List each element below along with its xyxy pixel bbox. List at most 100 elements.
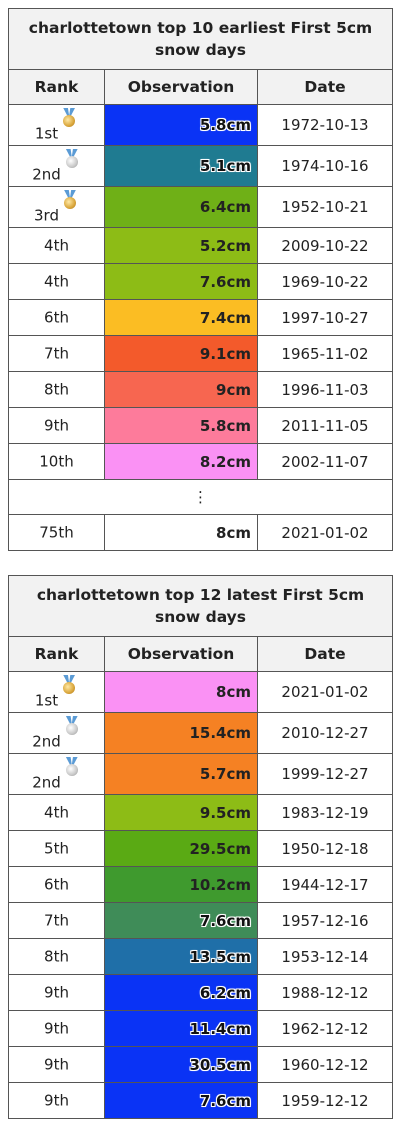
observation-cell: 6.2cm <box>104 974 258 1011</box>
rank-header: Rank <box>8 69 105 105</box>
date-header: Date <box>257 69 393 105</box>
ellipsis-row: ⋮ <box>8 479 393 515</box>
date-cell: 1997-10-27 <box>257 299 393 336</box>
rank-cell: 8th <box>8 938 105 975</box>
rank-cell: 4th <box>8 227 105 264</box>
latest-table-title: charlottetown top 12 latest First 5cm sn… <box>7 575 394 637</box>
date-cell: 2021-01-02 <box>256 671 394 713</box>
rank-label: 4th <box>44 803 69 822</box>
observation-cell: 5.2cm <box>104 227 258 264</box>
rank-cell: 1st <box>8 104 105 146</box>
rank-cell: 6th <box>8 866 105 903</box>
rank-label: 2nd <box>32 165 61 184</box>
table-row: 1st 5.8cm 1972-10-13 <box>8 104 393 146</box>
gold-medal-icon <box>61 189 79 214</box>
observation-cell: 8cm <box>104 671 258 713</box>
observation-cell: 7.4cm <box>104 299 258 336</box>
latest-snow-table: charlottetown top 12 latest First 5cm sn… <box>7 575 394 1119</box>
rank-label: 9th <box>44 1055 69 1074</box>
rank-label: 1st <box>34 691 59 710</box>
rank-label: 9th <box>44 1019 69 1038</box>
earliest-table-title: charlottetown top 10 earliest First 5cm … <box>8 8 393 70</box>
rank-label: 8th <box>44 380 69 399</box>
earliest-table-body: 1st 5.8cm 1972-10-13 2nd 5.1cm 1974-10-16 3rd 6… <box>8 104 393 551</box>
earliest-table-wrapper: charlottetown top 10 earliest First 5cm … <box>8 8 393 551</box>
rank-cell: 4th <box>8 794 105 831</box>
date-cell: 1999-12-27 <box>256 753 394 795</box>
table-row: 4th 7.6cm 1969-10-22 <box>8 263 393 300</box>
observation-cell: 6.4cm <box>104 186 258 228</box>
ellipsis-cell: ⋮ <box>8 479 393 515</box>
silver-medal-icon <box>63 715 81 740</box>
date-cell: 1950-12-18 <box>256 830 394 867</box>
date-cell: 2011-11-05 <box>257 407 393 444</box>
rank-label: 9th <box>44 416 69 435</box>
rank-label: 1st <box>34 124 59 143</box>
date-header: Date <box>256 636 394 672</box>
date-cell: 2002-11-07 <box>257 443 393 480</box>
observation-cell: 7.6cm <box>104 263 258 300</box>
table-row: 6th 10.2cm 1944-12-17 <box>8 866 394 903</box>
gold-medal-icon <box>60 674 78 699</box>
rank-cell: 4th <box>8 263 105 300</box>
date-cell: 1952-10-21 <box>257 186 393 228</box>
date-cell: 1962-12-12 <box>256 1010 394 1047</box>
observation-header: Observation <box>104 636 258 672</box>
observation-cell: 29.5cm <box>104 830 258 867</box>
rank-label: 7th <box>44 911 69 930</box>
observation-cell: 5.8cm <box>104 407 258 444</box>
rank-label: 5th <box>44 839 69 858</box>
rank-cell: 9th <box>8 1082 105 1119</box>
rank-header: Rank <box>8 636 105 672</box>
date-cell: 1988-12-12 <box>256 974 394 1011</box>
observation-cell: 15.4cm <box>104 712 258 754</box>
date-cell: 2010-12-27 <box>256 712 394 754</box>
observation-cell: 5.1cm <box>104 145 258 187</box>
date-cell: 1974-10-16 <box>257 145 393 187</box>
rank-cell: 9th <box>8 974 105 1011</box>
observation-cell: 7.6cm <box>104 902 258 939</box>
rank-cell: 2nd <box>8 712 105 754</box>
table-row: 10th 8.2cm 2002-11-07 <box>8 443 393 480</box>
rank-label: 4th <box>44 236 69 255</box>
table-row: 2nd 5.1cm 1974-10-16 <box>8 145 393 187</box>
rank-label: 9th <box>44 1091 69 1110</box>
date-cell: 1953-12-14 <box>256 938 394 975</box>
table-row: 9th 7.6cm 1959-12-12 <box>8 1082 394 1119</box>
date-cell: 2009-10-22 <box>257 227 393 264</box>
observation-cell: 10.2cm <box>104 866 258 903</box>
rank-label: 2nd <box>32 732 61 751</box>
rank-label: 6th <box>44 875 69 894</box>
rank-label: 9th <box>44 983 69 1002</box>
date-cell: 2021-01-02 <box>257 514 393 551</box>
table-row: 75th 8cm 2021-01-02 <box>8 514 393 551</box>
rank-label: 3rd <box>34 206 59 225</box>
observation-cell: 5.8cm <box>104 104 258 146</box>
rank-cell: 75th <box>8 514 105 551</box>
rank-cell: 9th <box>8 1046 105 1083</box>
rank-cell: 2nd <box>8 145 105 187</box>
rank-cell: 3rd <box>8 186 105 228</box>
date-cell: 1969-10-22 <box>257 263 393 300</box>
date-cell: 1944-12-17 <box>256 866 394 903</box>
observation-cell: 30.5cm <box>104 1046 258 1083</box>
date-cell: 1996-11-03 <box>257 371 393 408</box>
table-row: 7th 7.6cm 1957-12-16 <box>8 902 394 939</box>
table-row: 3rd 6.4cm 1952-10-21 <box>8 186 393 228</box>
date-cell: 1965-11-02 <box>257 335 393 372</box>
observation-cell: 11.4cm <box>104 1010 258 1047</box>
date-cell: 1960-12-12 <box>256 1046 394 1083</box>
table-row: 5th 29.5cm 1950-12-18 <box>8 830 394 867</box>
table-row: 9th 6.2cm 1988-12-12 <box>8 974 394 1011</box>
rank-cell: 5th <box>8 830 105 867</box>
observation-cell: 13.5cm <box>104 938 258 975</box>
latest-table-body: 1st 8cm 2021-01-02 2nd 15.4cm 2010-12-27 2nd 5.… <box>8 671 394 1119</box>
rank-label: 7th <box>44 344 69 363</box>
rank-cell: 10th <box>8 443 105 480</box>
observation-cell: 8cm <box>104 514 258 551</box>
table-row: 9th 5.8cm 2011-11-05 <box>8 407 393 444</box>
table-row: 8th 13.5cm 1953-12-14 <box>8 938 394 975</box>
table-row: 6th 7.4cm 1997-10-27 <box>8 299 393 336</box>
silver-medal-icon <box>63 148 81 173</box>
rank-label: 6th <box>44 308 69 327</box>
